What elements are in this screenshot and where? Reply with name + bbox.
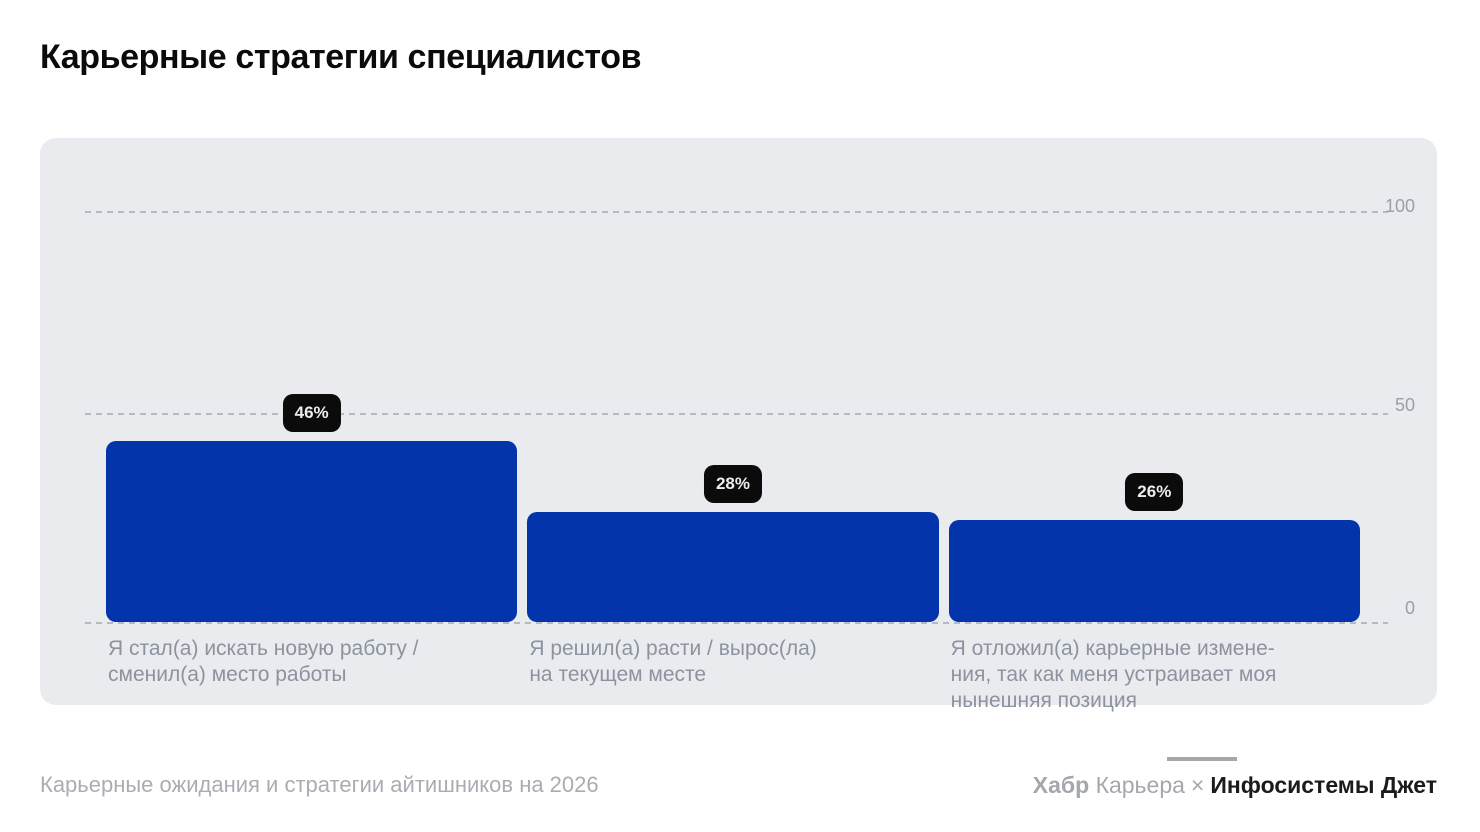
value-badge-2: 28% xyxy=(703,465,762,503)
gridline-50 xyxy=(85,413,1388,415)
category-label-3: Я отложил(а) карьерные измене- ния, так … xyxy=(950,637,1277,712)
chart-panel: 100 50 0 46% 28% 26% Я стал(а) искать нову… xyxy=(40,138,1437,712)
category-label-1: Я стал(а) искать новую работу / сменил(а… xyxy=(108,637,419,686)
partner-rule-line xyxy=(1167,757,1237,761)
brand-habr-regular: Карьера xyxy=(1095,772,1185,798)
bar-column-1: 46% xyxy=(106,138,518,622)
gridline-0 xyxy=(85,622,1388,624)
bar-column-3: 26% xyxy=(948,138,1360,622)
category-label-2: Я решил(а) расти / вырос(ла) на текущем … xyxy=(529,637,817,686)
y-tick-0: 0 xyxy=(1404,598,1415,618)
bar-2 xyxy=(527,512,939,622)
bars-row: 46% 28% 26% xyxy=(106,138,1360,622)
footer-source-text: Карьерные ожидания и стратегии айтишнико… xyxy=(40,772,599,797)
bar-1 xyxy=(106,441,518,622)
value-badge-1: 46% xyxy=(282,394,341,432)
value-badge-3: 26% xyxy=(1125,473,1184,511)
brand-habr-bold: Хабр xyxy=(1032,772,1090,798)
brand-partner: Инфосистемы Джет xyxy=(1210,772,1437,798)
y-tick-100: 100 xyxy=(1384,196,1415,216)
footer-brand: Хабр Карьера × Инфосистемы Джет xyxy=(1033,772,1437,799)
page-title: Карьерные стратегии специалистов xyxy=(40,38,642,76)
brand-separator: × xyxy=(1190,772,1205,798)
gridline-100 xyxy=(85,211,1388,213)
category-labels-row: Я стал(а) искать новую работу / сменил(а… xyxy=(106,636,1360,714)
bar-3 xyxy=(948,520,1360,622)
y-tick-50: 50 xyxy=(1394,395,1415,415)
bar-column-2: 28% xyxy=(527,138,939,622)
